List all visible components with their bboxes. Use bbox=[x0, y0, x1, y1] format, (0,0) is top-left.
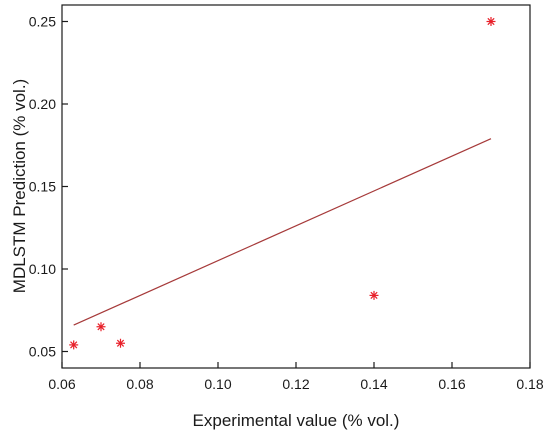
data-point bbox=[486, 17, 496, 26]
plot-frame bbox=[61, 4, 531, 369]
data-point bbox=[116, 338, 125, 348]
trend-line bbox=[73, 138, 492, 326]
y-axis-title: MDLSTM Prediction (% vol.) bbox=[10, 79, 29, 293]
y-tick-label: 0.25 bbox=[29, 14, 56, 30]
x-tick-label: 0.12 bbox=[282, 376, 309, 392]
data-point bbox=[96, 322, 106, 332]
x-tick-label: 0.16 bbox=[438, 376, 465, 392]
y-axis-ticks: 0.05 0.10 0.15 0.20 0.25 bbox=[29, 14, 68, 360]
x-axis-ticks: 0.06 0.08 0.10 0.12 0.14 0.16 0.18 bbox=[48, 362, 544, 392]
x-tick-label: 0.10 bbox=[204, 376, 231, 392]
series-layer bbox=[69, 17, 496, 350]
y-tick-label: 0.15 bbox=[29, 179, 56, 195]
y-tick-label: 0.10 bbox=[29, 261, 56, 277]
data-point bbox=[369, 290, 379, 300]
x-tick-label: 0.18 bbox=[516, 376, 543, 392]
x-tick-label: 0.08 bbox=[126, 376, 153, 392]
x-tick-label: 0.06 bbox=[48, 376, 75, 392]
x-tick-label: 0.14 bbox=[360, 376, 387, 392]
y-tick-label: 0.20 bbox=[29, 96, 56, 112]
x-axis-title: Experimental value (% vol.) bbox=[193, 411, 400, 430]
data-point bbox=[69, 340, 79, 350]
y-tick-label: 0.05 bbox=[29, 344, 56, 360]
